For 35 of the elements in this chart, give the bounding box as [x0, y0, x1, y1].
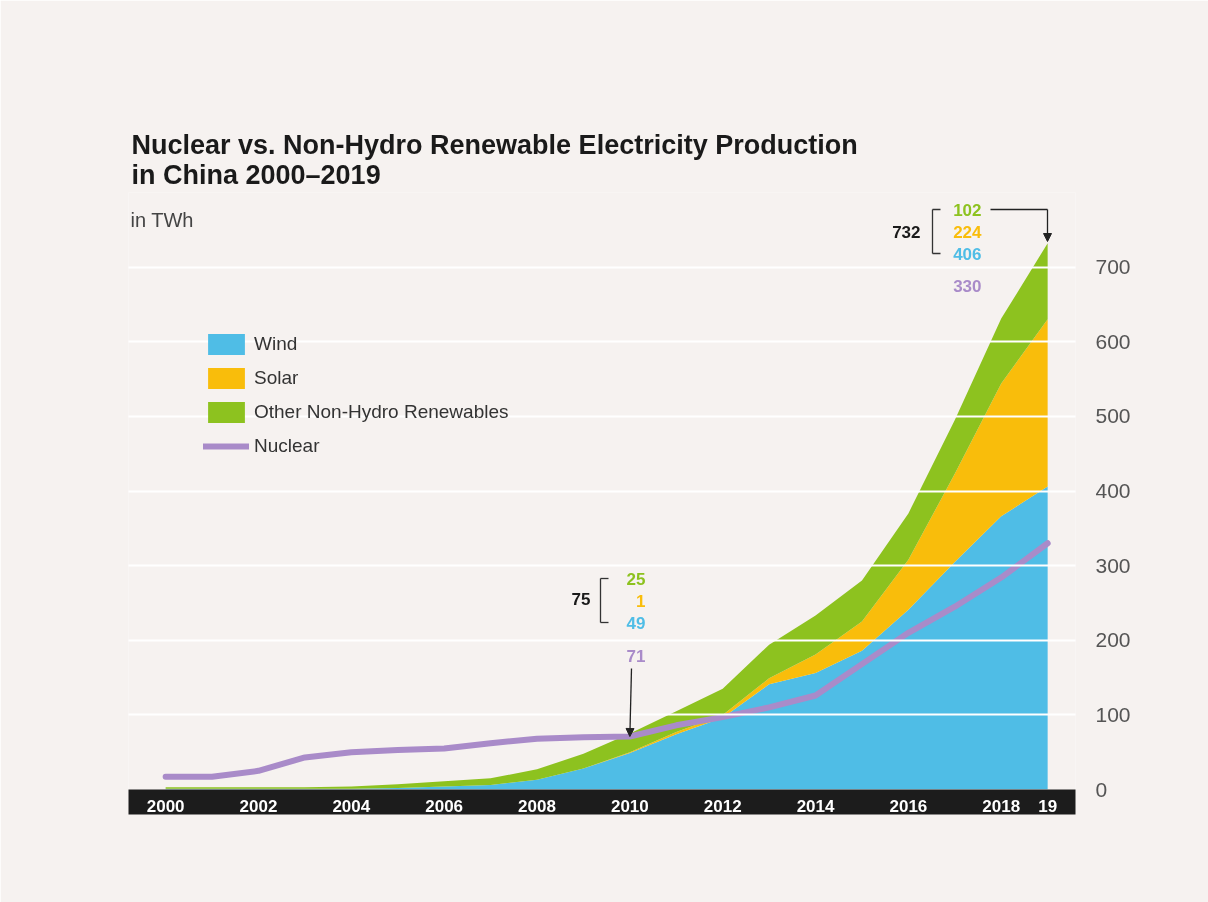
y-tick-label: 100	[1095, 702, 1131, 726]
x-tick-label: 2014	[796, 796, 835, 816]
y-tick-label: 500	[1095, 404, 1131, 428]
y-tick-label: 0	[1095, 777, 1108, 801]
annotation: 1	[636, 591, 646, 611]
annotation: 406	[953, 244, 982, 264]
annotation: 102	[953, 200, 982, 220]
chart-title: Nuclear vs. Non-Hydro Renewable Electricity Production in China 2000–2019	[131, 130, 858, 190]
y-tick-label: 300	[1095, 553, 1131, 577]
annotation: 49	[626, 613, 646, 633]
y-tick-label: 400	[1095, 479, 1131, 502]
annotation: 75	[571, 589, 591, 609]
legend-label: Other Non-Hydro Renewables	[254, 401, 509, 423]
x-tick-label: 2000	[146, 796, 185, 816]
legend-label: Solar	[254, 367, 299, 389]
x-tick-label: 2002	[239, 796, 278, 816]
annotation: 25	[626, 569, 646, 589]
y-tick-label: 700	[1095, 255, 1131, 279]
annotation: 330	[953, 276, 982, 296]
y-tick-label: 600	[1095, 329, 1131, 353]
y-tick-label: 200	[1095, 628, 1131, 652]
text: in TWh	[130, 208, 194, 231]
x-tick-label: 2010	[610, 796, 649, 816]
annotation: 224	[953, 222, 983, 242]
annotation: 71	[626, 646, 646, 666]
x-tick-label: 2006	[425, 796, 464, 816]
x-tick-label: 2004	[332, 796, 371, 816]
x-tick-label: 2012	[703, 796, 742, 816]
annotation: 732	[892, 222, 921, 242]
legend-label: Wind	[254, 333, 298, 355]
x-tick-label: 19	[1038, 796, 1058, 816]
x-tick-label: 2016	[889, 796, 928, 816]
x-tick-label: 2008	[518, 796, 556, 816]
x-tick-label: 2018	[982, 796, 1021, 816]
legend-label: Nuclear	[254, 435, 320, 457]
